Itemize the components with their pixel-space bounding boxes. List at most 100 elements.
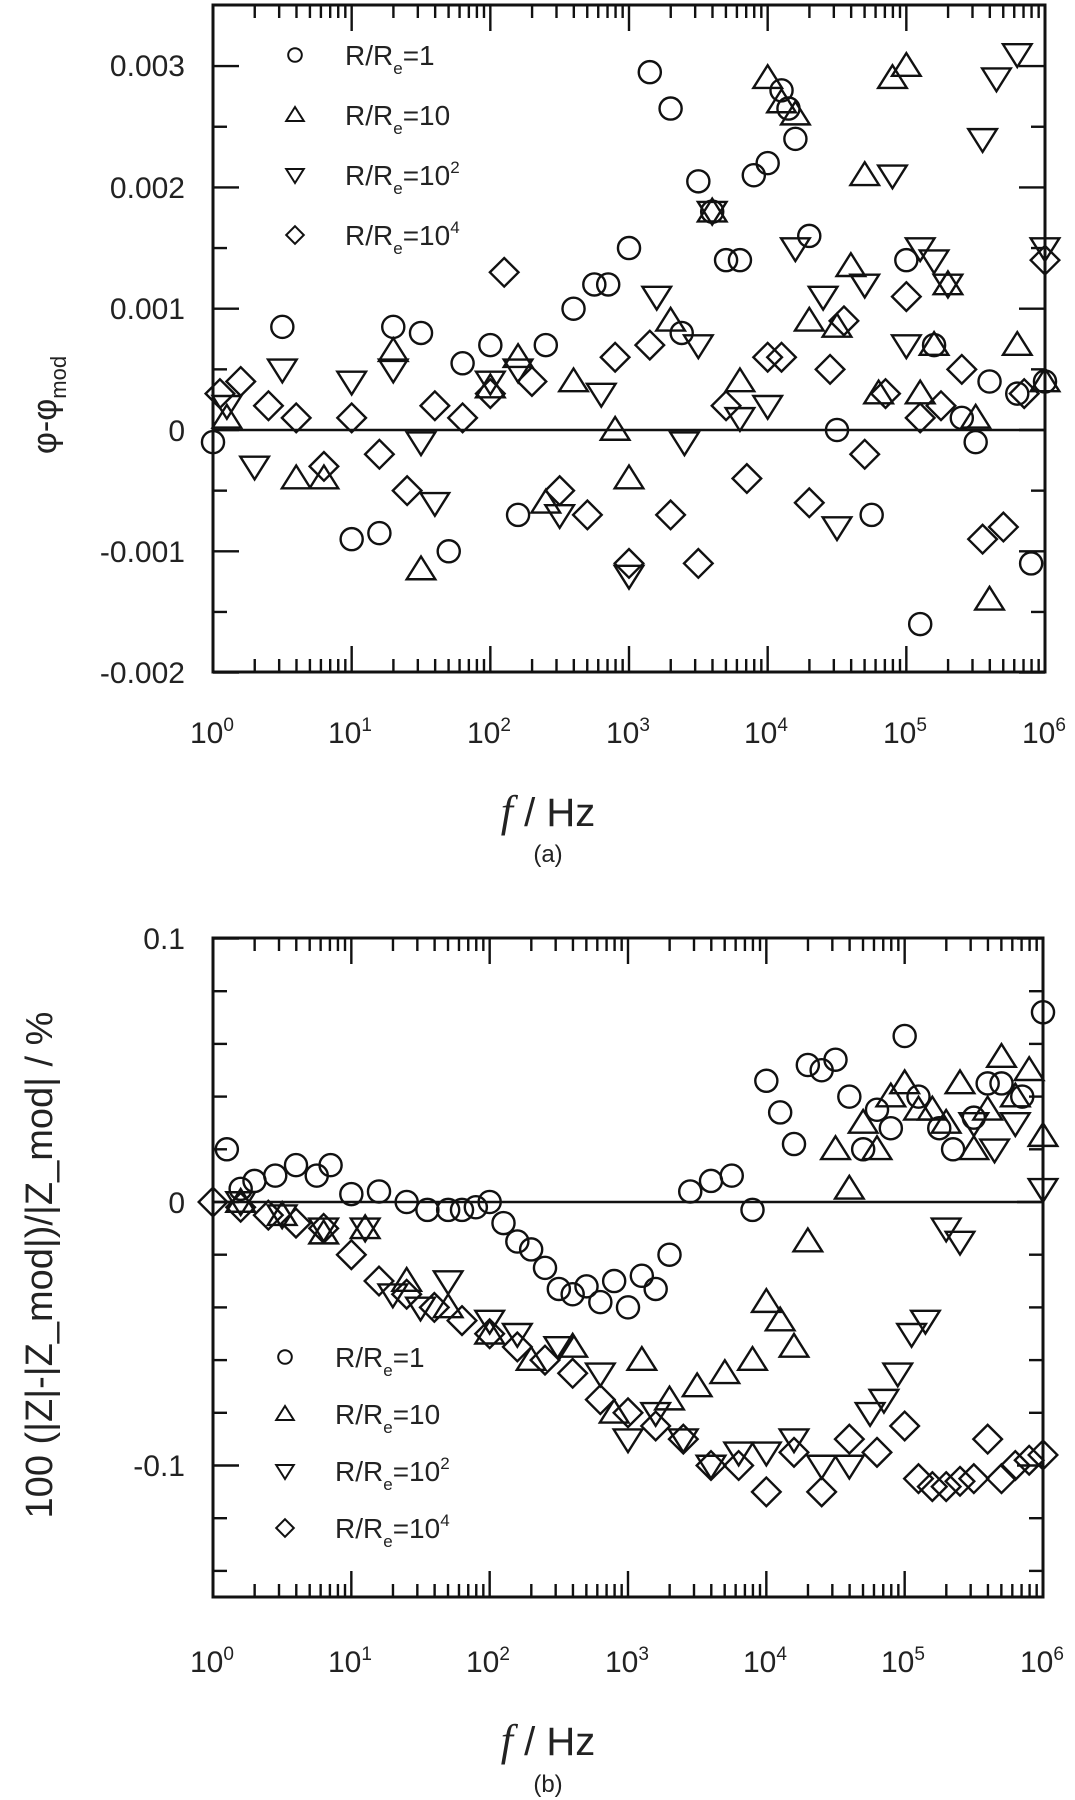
data-point-diamond — [224, 365, 257, 398]
data-point-circle — [270, 314, 295, 340]
data-point-triangle-up — [404, 554, 438, 581]
data-point-circle — [560, 1281, 585, 1307]
data-point-circle — [449, 1197, 475, 1223]
data-point-diamond — [446, 401, 479, 434]
data-point-diamond — [793, 486, 826, 519]
data-point-diamond — [930, 1470, 963, 1503]
legend-label: R/Re=102 — [335, 1454, 450, 1494]
data-point-triangle-up — [820, 311, 854, 338]
data-point-circle — [505, 502, 531, 528]
data-point-triangle-up — [819, 1134, 852, 1161]
data-point-diamond — [751, 341, 784, 374]
data-point-circle — [283, 1152, 309, 1178]
data-point-diamond — [418, 389, 451, 422]
data-point-circle — [546, 1276, 572, 1302]
data-point-circle — [906, 1084, 931, 1109]
data-point-circle — [366, 1179, 392, 1204]
data-point-diamond — [363, 1265, 395, 1298]
legend-label: R/Re=10 — [345, 100, 450, 138]
y-tick-label: 0 — [168, 415, 185, 448]
panel-a-x-tick-labels: 100 101 102 103 104 105 106 — [190, 715, 1066, 750]
legend-label: R/Re=1 — [335, 1342, 425, 1380]
data-point-circle — [892, 1023, 917, 1049]
data-point-triangle-up — [556, 1331, 590, 1358]
data-point-triangle-up — [431, 1292, 465, 1319]
y-tick-label: -0.001 — [100, 536, 185, 569]
panel-b-legend: R/Re=1 R/Re=10 R/Re=102 R/Re=104 — [274, 1342, 450, 1551]
data-point-circle — [478, 332, 503, 358]
data-point-triangle-down — [979, 67, 1013, 94]
data-point-diamond — [848, 438, 881, 471]
data-point-triangle-up — [791, 1226, 825, 1253]
data-point-triangle-up — [860, 1134, 894, 1161]
data-point-triangle-up — [348, 1213, 382, 1240]
data-point-circle — [263, 1163, 288, 1188]
data-point-diamond — [654, 498, 687, 531]
data-point-circle — [588, 1289, 613, 1315]
data-point-diamond — [543, 474, 576, 507]
data-point-triangle-up — [777, 1331, 811, 1358]
x-tick-label: 103 — [605, 1644, 649, 1679]
panel-b-label: (b) — [533, 1771, 562, 1798]
data-point-triangle-down — [583, 1362, 617, 1389]
data-point-circle — [561, 296, 586, 321]
data-point-diamond — [730, 462, 763, 495]
data-point-diamond — [750, 1475, 783, 1508]
data-point-triangle-down — [611, 1428, 645, 1455]
data-point-circle — [767, 1100, 793, 1125]
panel-b-data-markers — [197, 1000, 1060, 1508]
data-point-circle — [859, 502, 884, 528]
data-point-triangle-up — [598, 414, 632, 441]
data-point-triangle-down — [500, 1322, 534, 1350]
data-point-triangle-down — [751, 394, 785, 421]
y-tick-label: 0.003 — [110, 50, 185, 83]
data-point-diamond — [695, 1449, 727, 1482]
data-point-triangle-down — [867, 1388, 901, 1415]
data-point-triangle-down — [666, 1428, 700, 1455]
legend-item: R/Re=104 — [284, 218, 460, 258]
data-point-diamond — [446, 1304, 478, 1337]
data-point-triangle-up — [834, 250, 868, 278]
data-point-triangle-down — [848, 273, 882, 300]
data-point-circle — [518, 1237, 544, 1262]
y-tick-label: -0.002 — [100, 657, 185, 690]
data-point-triangle-up — [929, 1107, 963, 1134]
data-point-circle — [927, 1115, 952, 1141]
data-point-circle — [532, 1255, 558, 1281]
data-point-diamond — [252, 389, 285, 422]
data-point-triangle-up — [307, 463, 341, 490]
data-point-diamond — [682, 547, 715, 580]
data-point-diamond — [335, 1238, 368, 1271]
data-point-diamond — [474, 377, 507, 410]
data-point-diamond — [869, 377, 902, 410]
data-point-circle — [1005, 381, 1030, 406]
data-point-circle — [228, 1176, 253, 1202]
data-point-triangle-down — [335, 370, 369, 397]
data-point-diamond — [1008, 377, 1041, 410]
data-point-circle — [629, 1263, 655, 1289]
data-point-triangle-up — [723, 366, 757, 393]
panel-b-axis-ticks — [211, 937, 1045, 1597]
data-point-diamond — [488, 256, 521, 289]
data-point-triangle-up — [597, 1397, 631, 1424]
data-point-triangle-down — [998, 1111, 1032, 1139]
legend-label: R/Re=104 — [345, 218, 460, 258]
data-point-diamond — [944, 1465, 976, 1498]
data-point-circle — [415, 1197, 440, 1223]
data-point-triangle-down — [917, 249, 951, 276]
data-point-triangle-up — [959, 402, 993, 429]
circle-legend-icon — [277, 1349, 293, 1365]
data-point-triangle-down — [431, 1270, 465, 1297]
data-point-circle — [318, 1152, 343, 1178]
data-point-triangle-up — [390, 1265, 424, 1293]
data-point-triangle-up — [765, 87, 799, 114]
data-point-circle — [797, 223, 822, 249]
panel-a-axis-ticks — [211, 5, 1047, 674]
legend-label: R/Re=10 — [335, 1399, 440, 1437]
data-point-triangle-up — [848, 160, 882, 187]
data-point-circle — [783, 126, 808, 152]
data-point-circle — [669, 320, 694, 346]
data-point-triangle-down — [908, 1309, 942, 1336]
data-point-triangle-down — [978, 1138, 1012, 1165]
